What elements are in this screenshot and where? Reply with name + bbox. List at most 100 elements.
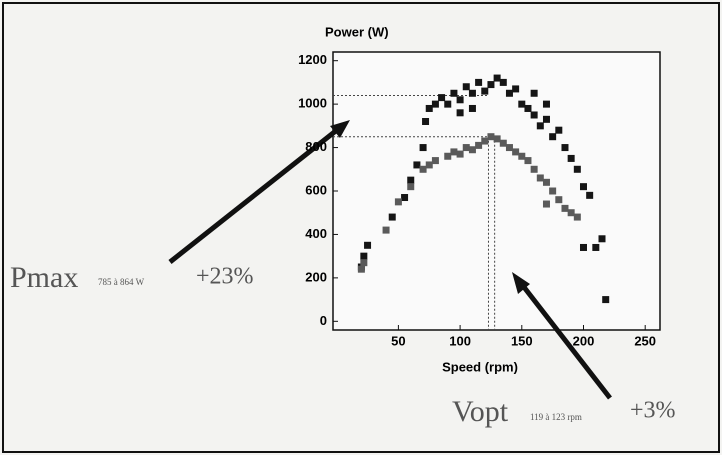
point <box>530 165 538 173</box>
plot-area <box>332 51 661 331</box>
point <box>579 243 587 251</box>
point <box>475 78 483 86</box>
point <box>360 259 368 267</box>
frame <box>2 2 720 453</box>
x-tick-label: 100 <box>449 333 471 348</box>
point <box>481 87 489 95</box>
point <box>401 194 409 202</box>
point <box>499 78 507 86</box>
point <box>524 157 532 165</box>
point <box>444 100 452 108</box>
y-tick-label: 1000 <box>298 96 327 111</box>
point <box>481 137 489 145</box>
point <box>542 115 550 123</box>
point <box>425 161 433 169</box>
point <box>487 81 495 89</box>
y-tick-label: 800 <box>305 139 327 154</box>
point <box>536 122 544 130</box>
arrow <box>168 124 344 264</box>
point <box>357 265 365 273</box>
point <box>536 174 544 182</box>
point <box>475 141 483 149</box>
point <box>505 144 513 152</box>
point <box>360 252 368 260</box>
point <box>592 243 600 251</box>
point <box>456 109 464 117</box>
x-axis-label: Speed (rpm) <box>442 359 518 374</box>
point <box>487 133 495 141</box>
point <box>505 89 513 97</box>
point <box>493 135 501 143</box>
point <box>567 209 575 217</box>
point <box>462 144 470 152</box>
annotation-label: Vopt <box>452 395 509 428</box>
y-axis-label: Power (W) <box>325 24 389 39</box>
y-tick-label: 0 <box>320 313 327 328</box>
point <box>542 100 550 108</box>
point <box>388 213 396 221</box>
point <box>425 104 433 112</box>
point <box>407 176 415 184</box>
point <box>579 183 587 191</box>
y-tick-label: 600 <box>305 182 327 197</box>
point <box>493 74 501 82</box>
point <box>419 144 427 152</box>
point <box>586 191 594 199</box>
point <box>444 152 452 160</box>
point <box>382 226 390 234</box>
point <box>567 154 575 162</box>
point <box>462 83 470 91</box>
point <box>419 165 427 173</box>
point <box>524 104 532 112</box>
arrow-head <box>330 120 350 138</box>
point <box>518 100 526 108</box>
point <box>431 157 439 165</box>
point <box>598 235 606 243</box>
annotation-detail: 119 à 123 rpm <box>530 412 582 422</box>
point <box>555 126 563 134</box>
point <box>456 150 464 158</box>
arrow <box>518 280 612 400</box>
annotation-change: +3% <box>630 398 676 424</box>
point <box>394 198 402 206</box>
point <box>549 133 557 141</box>
point <box>530 89 538 97</box>
point <box>407 183 415 191</box>
point <box>438 94 446 102</box>
point <box>602 296 610 304</box>
point <box>512 148 520 156</box>
annotation-label: Pmax <box>10 261 78 294</box>
point <box>450 89 458 97</box>
point <box>468 104 476 112</box>
point <box>456 96 464 104</box>
point <box>573 213 581 221</box>
point <box>468 89 476 97</box>
point <box>573 165 581 173</box>
point <box>518 152 526 160</box>
y-tick-label: 400 <box>305 226 327 241</box>
annotation-change: +23% <box>196 264 254 290</box>
point <box>422 118 430 125</box>
point <box>413 161 421 169</box>
point <box>431 100 439 108</box>
point <box>561 144 569 152</box>
y-tick-label: 200 <box>305 269 327 284</box>
point <box>364 241 372 249</box>
point <box>499 139 507 147</box>
point <box>468 146 476 154</box>
annotation-detail: 785 à 864 W <box>98 277 145 287</box>
point <box>530 111 538 119</box>
x-tick-label: 200 <box>573 333 595 348</box>
x-tick-label: 150 <box>511 333 533 348</box>
point <box>450 148 458 156</box>
point <box>542 200 550 208</box>
point <box>549 187 557 195</box>
point <box>542 178 550 186</box>
x-tick-label: 50 <box>391 333 405 348</box>
arrow-head <box>512 272 530 294</box>
point <box>512 85 520 93</box>
y-tick-label: 1200 <box>298 52 327 67</box>
point <box>561 204 569 212</box>
x-tick-label: 250 <box>634 333 656 348</box>
